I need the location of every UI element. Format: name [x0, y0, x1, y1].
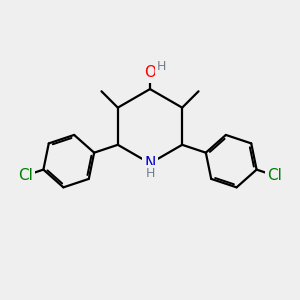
Text: Cl: Cl	[268, 168, 282, 183]
Text: H: H	[145, 167, 155, 180]
Text: N: N	[144, 156, 156, 171]
Text: O: O	[144, 65, 156, 80]
Text: Cl: Cl	[18, 168, 32, 183]
Text: H: H	[157, 60, 166, 73]
